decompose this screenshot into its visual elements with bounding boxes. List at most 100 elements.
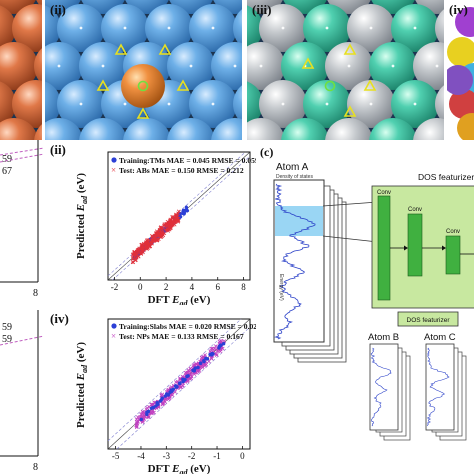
test-point [150,234,154,239]
legend-label-test: Test: NPs MAE = 0.133 RMSE = 0.167 [119,332,244,341]
surface-atom [413,118,444,140]
legend-label-test: Test: ABs MAE = 0.150 RMSE = 0.212 [119,166,244,175]
surface-atom [79,118,127,140]
training-point [205,357,210,361]
surface-atom [0,42,38,90]
test-point [130,260,135,264]
surface-atom [45,118,83,140]
x-tick-label: -2 [111,282,119,292]
top-site-marker [137,80,149,92]
test-point [158,225,163,230]
training-point [175,385,179,389]
hollow-site-marker [301,57,315,69]
nanoparticle-atom [449,89,474,119]
surface-atom [12,4,42,52]
x-tick-label: 6 [215,282,220,292]
left-cropped-plots: 59 67 8 59 59 8 [0,140,44,473]
training-point [181,379,186,383]
atom-b-dos-curve [370,347,392,427]
surface-atom [0,118,38,140]
surface-atom [34,124,42,140]
training-point [221,342,226,346]
top-site-marker [324,80,336,92]
test-point [144,241,149,245]
hollow-site-marker [343,43,357,55]
error-band-lower [116,326,251,450]
test-point [149,411,154,416]
training-point [164,392,169,396]
test-point [141,410,145,415]
training-point [181,208,185,212]
conv-layer-2 [407,213,423,277]
mae-fragment-4: 59 [2,334,12,345]
test-point [145,237,150,242]
test-point [164,222,169,226]
surface-atom [281,118,329,140]
training-point [160,396,164,400]
test-point [209,346,214,351]
copper-slab-image [0,0,42,140]
error-band-upper [107,318,242,442]
legend-marker-test: × [111,165,116,175]
surface-atom [415,0,444,14]
legend-marker-training [111,157,117,163]
surface-atom [325,118,373,140]
hollow-site-marker [96,79,110,91]
training-point [182,211,186,215]
test-point [197,369,202,373]
test-point [192,372,197,376]
training-point [184,208,188,212]
nanoparticle-atom [447,65,473,95]
dos-featurizer-diagram: (c) Energy (eV) Atom A Density of states… [260,145,474,441]
left-xtick-bottom: 8 [33,462,38,473]
hollow-site-marker [158,43,172,55]
hollow-site-marker [363,79,377,91]
hollow-site-marker [136,107,150,119]
hollow-site-marker [176,79,190,91]
panel-label-ii-plot: (ii) [50,142,66,157]
test-point [168,226,173,230]
legend-label-training: Training:Slabs MAE = 0.020 RMSE = 0.026 [119,322,256,331]
teal-slab-image [247,0,444,140]
surface-atom [211,118,242,140]
x-tick-label: 0 [240,451,245,461]
test-point [159,230,163,234]
dopant-atom [121,64,165,108]
surface-atom [45,5,61,51]
test-point [213,344,218,349]
surface-atom [233,85,242,123]
test-point [141,245,145,250]
training-point [154,404,158,408]
test-point [173,220,177,224]
surface-atom [213,0,242,14]
atom-c-label: Atom C [424,332,456,343]
test-point [155,229,159,234]
mae-fragment-2: 67 [2,166,12,177]
parity-plot-ii: (ii) -2 0 2 4 6 8 Training:TMs MAE = 0.045 RM… [50,142,256,305]
test-point [199,355,204,360]
surface-atom [211,42,242,90]
mae-fragment-1: 59 [2,154,12,165]
legend: Training:Slabs MAE = 0.020 RMSE = 0.026 … [111,322,256,341]
nanoparticle-atom [447,37,474,67]
test-point [131,253,136,258]
training-point [210,351,214,356]
conv-label-1: Conv [377,190,391,196]
dos-window-highlight [275,206,323,236]
conv-label-2: Conv [408,207,422,213]
x-axis-label: DFT Ead (eV) [148,463,211,474]
test-point [136,254,141,259]
surface-atom [167,118,215,140]
test-point [134,417,139,422]
test-point [167,220,172,225]
atom-b-stack [369,343,411,441]
training-point [158,399,163,403]
panel-label-iii-top: (iii) [252,2,272,17]
test-point [178,377,183,382]
training-point [185,374,189,379]
dos-energy-axis-label: Energy (eV) [278,274,284,301]
panel-label-iv-top: (iv) [449,2,468,17]
test-point [170,393,175,397]
test-point [132,249,137,254]
training-point [196,365,200,370]
